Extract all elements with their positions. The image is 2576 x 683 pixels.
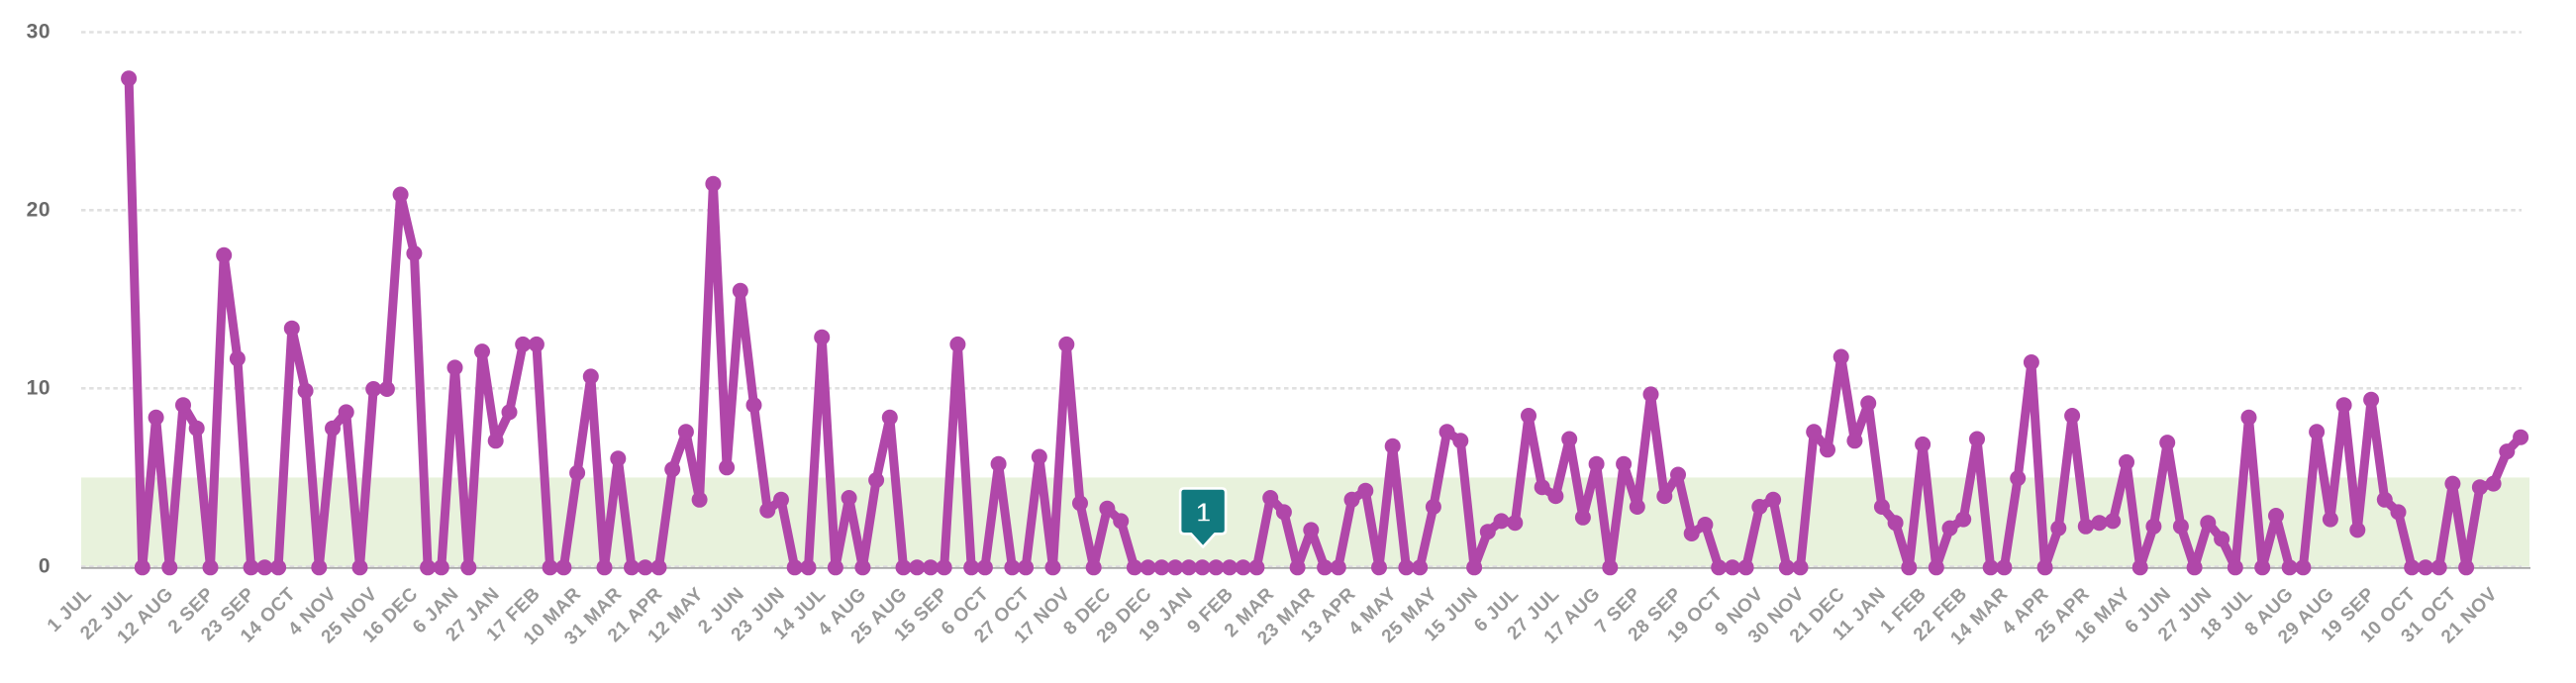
- svg-text:10: 10: [27, 376, 50, 399]
- svg-text:0: 0: [39, 554, 50, 577]
- svg-text:30: 30: [27, 21, 50, 44]
- svg-text:20: 20: [27, 198, 50, 221]
